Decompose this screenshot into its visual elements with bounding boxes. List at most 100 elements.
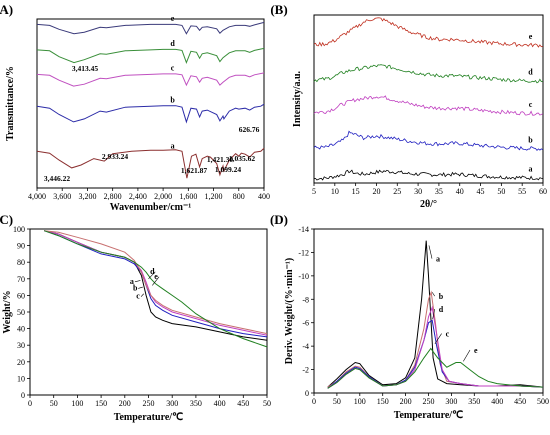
series-line-a — [36, 147, 265, 179]
x-tick-label: 5 — [312, 187, 316, 196]
x-tick-label: 0 — [28, 399, 32, 408]
x-tick-label: 50 — [497, 187, 505, 196]
plot-frame — [29, 228, 268, 396]
x-tick-label: 800 — [233, 192, 245, 201]
series-label-a: a — [436, 255, 440, 264]
x-axis-title: 2θ/° — [420, 199, 437, 210]
label-pointer — [428, 245, 433, 259]
y-tick-label: 30 — [17, 341, 25, 350]
y-axis-title: Transmittance/% — [5, 66, 16, 141]
x-axis-title: Temperature/℃ — [394, 410, 464, 421]
x-tick-label: 4,000 — [28, 192, 46, 201]
x-tick-label: 0 — [312, 397, 316, 406]
x-tick-label: 50 — [50, 399, 58, 408]
x-tick-label: 400 — [491, 397, 503, 406]
series-label-c: c — [446, 330, 450, 339]
y-axis-title: Deriv. Weight/(%·min⁻¹) — [284, 258, 295, 364]
y-tick-label: 100 — [13, 225, 25, 234]
series-line-e — [44, 230, 268, 348]
label-pointer — [134, 280, 141, 283]
x-tick-label: 2,800 — [104, 192, 122, 201]
series-label-c: c — [529, 100, 533, 109]
x-tick-label: 1,600 — [179, 192, 197, 201]
y-tick-label: 20 — [17, 358, 25, 367]
series-label-e: e — [171, 14, 175, 23]
label-pointer — [140, 293, 144, 297]
x-tick-label: 400 — [258, 192, 270, 201]
series-label-a: a — [529, 165, 533, 174]
x-tick-label: 1,200 — [205, 192, 223, 201]
series-line-a — [313, 169, 543, 181]
x-tick-label: 20 — [372, 187, 380, 196]
panel-c: (C)0501001502002503003504004505001020304… — [0, 212, 271, 423]
series-label-d: d — [150, 267, 155, 276]
series-line-e — [327, 347, 544, 389]
series-label-c: c — [171, 63, 175, 72]
label-pointer — [432, 308, 436, 320]
label-pointer — [431, 292, 435, 297]
panel-label: (C) — [0, 212, 13, 227]
peak-annotation: 3,413.45 — [72, 64, 99, 73]
plot-frame — [313, 14, 544, 184]
series-label-e: e — [154, 272, 158, 281]
panel-label: (B) — [270, 2, 287, 17]
y-tick-label: 40 — [17, 325, 25, 334]
x-tick-label: 50 — [333, 397, 341, 406]
x-tick-label: 60 — [539, 187, 547, 196]
y-tick-label: -12 — [298, 248, 309, 257]
x-tick-label: 150 — [377, 397, 389, 406]
y-tick-label: -6 — [302, 319, 309, 328]
panel-label: (A) — [0, 2, 13, 17]
y-tick-label: -2 — [302, 366, 309, 375]
x-tick-label: 50 — [263, 399, 271, 408]
x-tick-label: 100 — [354, 397, 366, 406]
series-label-a: a — [171, 141, 175, 150]
x-tick-label: 10 — [331, 187, 339, 196]
series-line-e — [313, 17, 543, 48]
x-tick-label: 3,200 — [78, 192, 96, 201]
series-line-a — [44, 230, 268, 341]
y-axis-title: Intensity/a.u. — [292, 70, 303, 127]
label-pointer — [148, 271, 156, 280]
x-tick-label: 15 — [352, 187, 360, 196]
x-tick-label: 2,400 — [129, 192, 147, 201]
series-line-d — [36, 47, 265, 65]
series-label-e: e — [474, 346, 478, 355]
x-tick-label: 100 — [71, 399, 83, 408]
series-line-d — [44, 230, 268, 335]
x-tick-label: 300 — [445, 397, 457, 406]
series-line-c — [44, 230, 268, 336]
panel-d: (D) 0 50 100 150 200 250 300 350 400 450 500 0 -2 -4 -6… — [270, 212, 549, 421]
series-line-b — [44, 230, 268, 338]
x-tick-label: 400 — [214, 399, 226, 408]
peak-annotation: 1,035.62 — [229, 154, 256, 163]
label-pointer — [434, 333, 442, 344]
x-tick-label: 150 — [95, 399, 107, 408]
x-tick-label: 2,000 — [154, 192, 172, 201]
y-tick-label: 0 — [305, 389, 309, 398]
series-label-d: d — [170, 39, 175, 48]
peak-annotation: 1,621.87 — [181, 166, 208, 175]
y-tick-label: 90 — [17, 242, 25, 251]
x-tick-label: 30 — [414, 187, 422, 196]
label-pointer — [463, 349, 471, 362]
x-tick-label: 45 — [477, 187, 485, 196]
y-tick-label: -4 — [302, 342, 309, 351]
y-tick-label: 0 — [21, 391, 25, 400]
y-axis-title: Weight/% — [2, 290, 13, 333]
y-tick-label: -8 — [302, 295, 309, 304]
series-line-d — [313, 64, 543, 84]
y-tick-label: 70 — [17, 275, 25, 284]
series-label-e: e — [529, 32, 533, 41]
peak-annotation: 3,446.22 — [44, 174, 71, 183]
series-label-b: b — [170, 96, 175, 105]
panel-a: (A) 4,000 3,600 3,200 2,800 2,400 2,000 1,600 1,… — [0, 2, 270, 213]
peak-annotation: 1,421.30 — [207, 155, 234, 164]
y-tick-label: 80 — [17, 258, 25, 267]
series-label-c: c — [136, 292, 140, 301]
x-tick-label: 250 — [143, 399, 155, 408]
series-label-d: d — [528, 68, 533, 77]
x-tick-label: 3,600 — [53, 192, 71, 201]
series-label-b: b — [528, 135, 533, 144]
x-axis-title: Temperature/℃ — [114, 412, 184, 423]
